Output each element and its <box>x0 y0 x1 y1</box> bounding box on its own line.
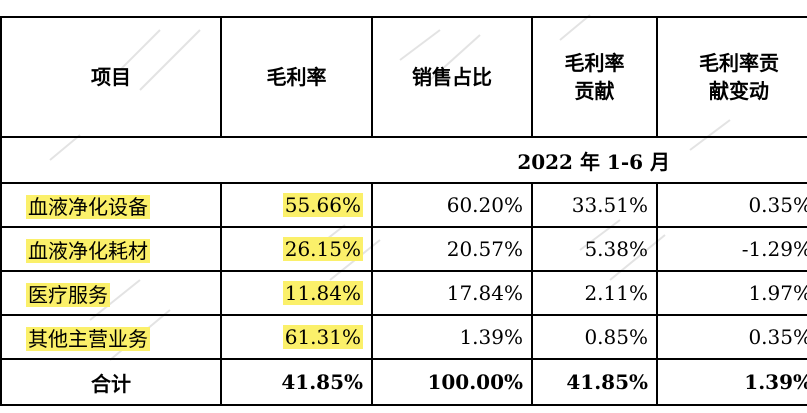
gross-margin-table: 项目 毛利率 销售占比 毛利率 贡献 毛利率贡 献变动 2022 年 1-6 月 血… <box>0 16 807 406</box>
row-sales-share: 20.57% <box>371 226 533 272</box>
header-row: 项目 毛利率 销售占比 毛利率 贡献 毛利率贡 献变动 <box>0 16 807 138</box>
row-contribution: 2.11% <box>531 270 658 316</box>
table-row: 血液净化设备 55.66% 60.20% 33.51% 0.35% <box>0 182 807 228</box>
row-gross-margin: 11.84% <box>220 270 373 316</box>
row-item: 血液净化耗材 <box>0 226 222 272</box>
header-gross-margin: 毛利率 <box>220 16 373 138</box>
highlighted-text: 11.84% <box>282 281 363 305</box>
row-gross-margin: 61.31% <box>220 314 373 360</box>
table-row: 血液净化耗材 26.15% 20.57% 5.38% -1.29% <box>0 226 807 272</box>
highlighted-text: 55.66% <box>282 193 363 217</box>
row-sales-share: 60.20% <box>371 182 533 228</box>
row-change: 1.97% <box>656 270 807 316</box>
total-contribution: 41.85% <box>531 358 658 406</box>
row-contribution: 33.51% <box>531 182 658 228</box>
header-contribution-change: 毛利率贡 献变动 <box>656 16 807 138</box>
row-change: -1.29% <box>656 226 807 272</box>
row-gross-margin: 26.15% <box>220 226 373 272</box>
table-row: 其他主营业务 61.31% 1.39% 0.85% 0.35% <box>0 314 807 360</box>
header-contribution: 毛利率 贡献 <box>531 16 658 138</box>
total-row: 合计 41.85% 100.00% 41.85% 1.39% <box>0 358 807 406</box>
total-sales-share: 100.00% <box>371 358 533 406</box>
row-item: 医疗服务 <box>0 270 222 316</box>
highlighted-text: 26.15% <box>282 237 363 261</box>
row-sales-share: 1.39% <box>371 314 533 360</box>
highlighted-text: 其他主营业务 <box>26 326 150 351</box>
total-change: 1.39% <box>656 358 807 406</box>
table-row: 医疗服务 11.84% 17.84% 2.11% 1.97% <box>0 270 807 316</box>
highlighted-text: 61.31% <box>282 325 363 349</box>
header-sales-share: 销售占比 <box>371 16 533 138</box>
row-change: 0.35% <box>656 182 807 228</box>
total-label: 合计 <box>0 358 222 406</box>
period-label: 2022 年 1-6 月 <box>0 136 807 184</box>
period-row: 2022 年 1-6 月 <box>0 136 807 184</box>
highlighted-text: 血液净化设备 <box>26 194 150 219</box>
highlighted-text: 血液净化耗材 <box>26 238 150 263</box>
row-sales-share: 17.84% <box>371 270 533 316</box>
row-gross-margin: 55.66% <box>220 182 373 228</box>
header-item: 项目 <box>0 16 222 138</box>
row-change: 0.35% <box>656 314 807 360</box>
row-contribution: 0.85% <box>531 314 658 360</box>
highlighted-text: 医疗服务 <box>26 282 110 307</box>
row-item: 血液净化设备 <box>0 182 222 228</box>
row-contribution: 5.38% <box>531 226 658 272</box>
row-item: 其他主营业务 <box>0 314 222 360</box>
total-gross-margin: 41.85% <box>220 358 373 406</box>
